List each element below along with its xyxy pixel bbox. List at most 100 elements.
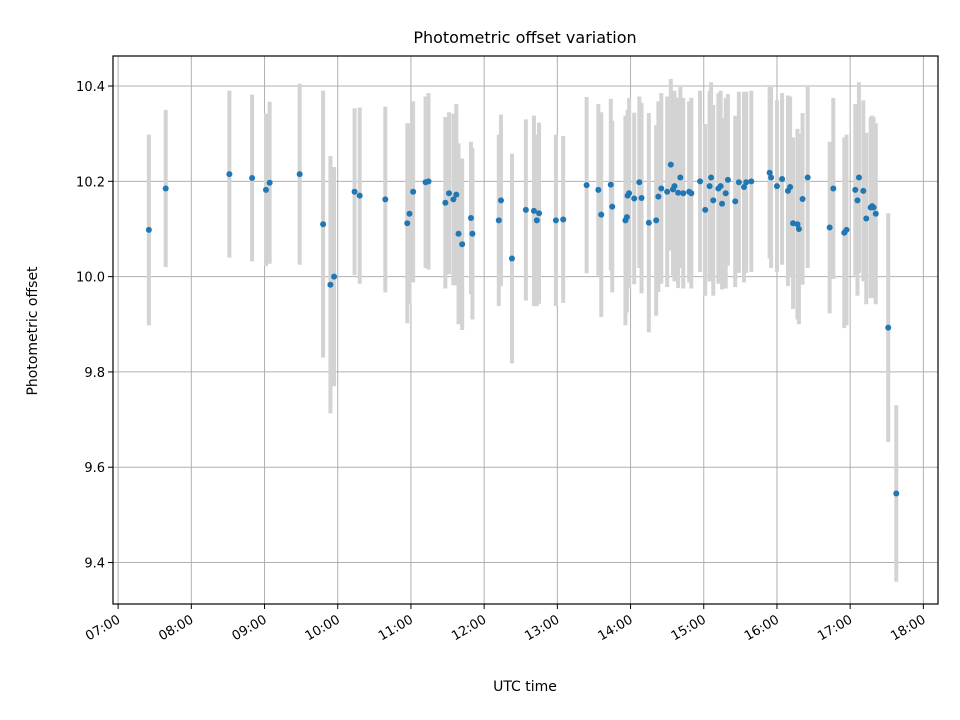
data-point <box>787 184 794 191</box>
data-point <box>773 183 780 190</box>
data-point <box>675 189 682 196</box>
data-point <box>262 186 269 193</box>
data-point <box>722 190 729 197</box>
y-tick-label: 9.4 <box>84 557 105 572</box>
data-point <box>495 217 502 224</box>
data-point <box>872 210 879 217</box>
data-point <box>885 324 892 331</box>
data-point <box>636 179 643 186</box>
data-point <box>826 224 833 231</box>
data-point <box>469 230 476 237</box>
data-point <box>748 178 755 185</box>
data-point <box>467 215 474 222</box>
data-point <box>743 179 750 186</box>
data-point <box>843 226 850 233</box>
data-point <box>595 186 602 193</box>
data-point <box>688 190 695 197</box>
data-point <box>717 183 724 190</box>
data-point <box>677 174 684 181</box>
data-point <box>658 185 665 192</box>
data-point <box>855 174 862 181</box>
data-point <box>382 196 389 203</box>
data-point <box>320 221 327 228</box>
data-point <box>708 174 715 181</box>
data-markers <box>145 161 900 497</box>
data-point <box>536 210 543 217</box>
data-point <box>351 188 358 195</box>
data-point <box>530 207 537 214</box>
data-point <box>356 192 363 199</box>
data-point <box>598 211 605 218</box>
y-tick-label: 10.0 <box>76 271 105 286</box>
data-point <box>830 185 837 192</box>
data-point <box>609 203 616 210</box>
x-axis-label: UTC time <box>493 679 557 695</box>
data-point <box>459 241 466 248</box>
data-point <box>852 186 859 193</box>
data-point <box>453 191 460 198</box>
data-point <box>425 178 432 185</box>
data-point <box>626 190 633 197</box>
data-point <box>671 183 678 190</box>
data-point <box>266 179 273 186</box>
data-point <box>870 204 877 211</box>
data-point <box>162 185 169 192</box>
data-point <box>735 179 742 186</box>
data-point <box>860 187 867 194</box>
y-tick-label: 10.4 <box>76 80 105 95</box>
data-point <box>779 175 786 182</box>
data-point <box>680 190 687 197</box>
data-point <box>732 198 739 205</box>
data-point <box>638 195 645 202</box>
data-point <box>795 225 802 232</box>
data-point <box>893 490 900 497</box>
data-point <box>645 219 652 226</box>
data-point <box>455 230 462 237</box>
y-tick-label: 9.6 <box>84 461 105 476</box>
y-tick-label: 10.2 <box>76 175 105 190</box>
data-point <box>145 226 152 233</box>
y-tick-label: 9.8 <box>84 366 105 381</box>
data-point <box>631 195 638 202</box>
data-point <box>560 216 567 223</box>
data-point <box>766 169 773 176</box>
data-point <box>863 215 870 222</box>
data-point <box>607 181 614 188</box>
data-point <box>794 221 801 228</box>
data-point <box>667 161 674 168</box>
data-point <box>410 188 417 195</box>
data-point <box>623 214 630 221</box>
data-point <box>706 183 713 190</box>
data-point <box>854 197 861 204</box>
data-point <box>446 190 453 197</box>
data-point <box>331 273 338 280</box>
data-point <box>653 217 660 224</box>
data-point <box>406 210 413 217</box>
data-point <box>552 217 559 224</box>
data-point <box>702 206 709 213</box>
data-point <box>404 220 411 227</box>
data-point <box>741 184 748 191</box>
y-axis-ticks: 9.4 9.6 9.8 10.0 10.2 10.4 <box>76 80 113 572</box>
data-point <box>804 174 811 181</box>
chart-title: Photometric offset variation <box>413 28 636 47</box>
data-point <box>533 217 540 224</box>
data-point <box>583 182 590 189</box>
data-point <box>799 195 806 202</box>
y-axis-label: Photometric offset <box>25 266 41 396</box>
data-point <box>327 281 334 288</box>
data-point <box>296 171 303 178</box>
data-point <box>697 178 704 185</box>
data-point <box>442 199 449 206</box>
data-point <box>655 193 662 200</box>
data-point <box>719 200 726 207</box>
data-point <box>249 174 256 181</box>
data-point <box>522 206 529 213</box>
data-point <box>226 171 233 178</box>
data-point <box>724 176 731 183</box>
data-point <box>768 174 775 181</box>
data-point <box>664 188 671 195</box>
data-point <box>508 255 515 262</box>
